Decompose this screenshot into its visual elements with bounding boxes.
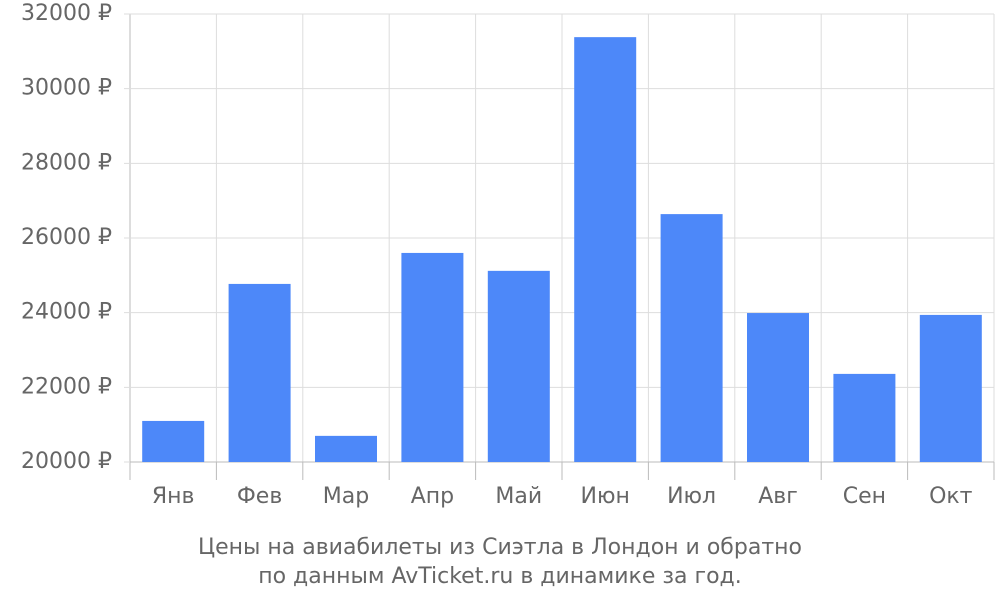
bar bbox=[142, 420, 205, 462]
bar bbox=[315, 435, 377, 462]
x-tick-label: Окт bbox=[929, 484, 973, 509]
y-tick-label: 22000 ₽ bbox=[21, 374, 112, 399]
y-tick-label: 28000 ₽ bbox=[21, 150, 112, 175]
bar bbox=[574, 37, 637, 462]
x-tick-label: Апр bbox=[411, 484, 454, 509]
y-tick-label: 20000 ₽ bbox=[21, 449, 112, 474]
y-tick-label: 26000 ₽ bbox=[21, 225, 112, 250]
bar bbox=[487, 270, 550, 462]
x-tick-label: Июн bbox=[581, 484, 630, 509]
y-tick-label: 32000 ₽ bbox=[21, 1, 112, 26]
chart-title: Цены на авиабилеты из Сиэтла в Лондон и … bbox=[198, 535, 802, 560]
bar bbox=[228, 283, 291, 462]
x-tick-label: Мар bbox=[323, 484, 369, 509]
y-tick-label: 24000 ₽ bbox=[21, 300, 112, 325]
x-tick-label: Сен bbox=[843, 484, 886, 509]
chart-title: по данным AvTicket.ru в динамике за год. bbox=[258, 564, 742, 589]
bar bbox=[747, 313, 809, 462]
bar bbox=[660, 214, 723, 462]
x-tick-label: Июл bbox=[667, 484, 716, 509]
x-tick-label: Фев bbox=[237, 484, 282, 509]
bar bbox=[833, 373, 896, 462]
x-tick-label: Янв bbox=[152, 484, 195, 509]
y-tick-label: 30000 ₽ bbox=[21, 76, 112, 101]
x-tick-label: Май bbox=[495, 484, 542, 509]
bar bbox=[401, 252, 464, 462]
x-tick-label: Авг bbox=[758, 484, 798, 509]
bar bbox=[919, 314, 982, 462]
